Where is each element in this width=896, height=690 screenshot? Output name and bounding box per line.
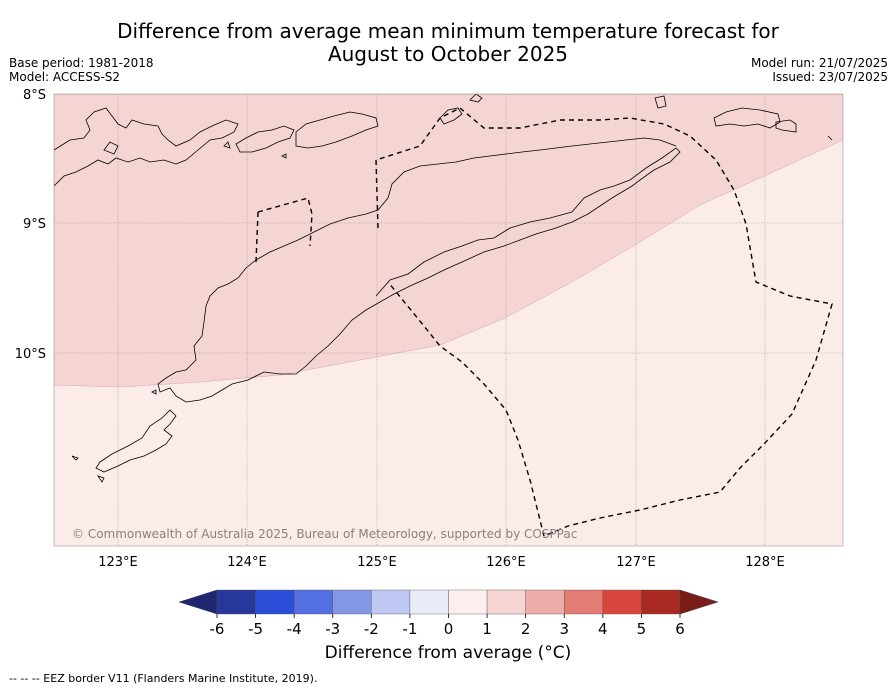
colorbar-tick-label: -5 bbox=[248, 620, 263, 638]
map-panel: © Commonwealth of Australia 2025, Bureau… bbox=[54, 94, 843, 546]
colorbar-cell bbox=[525, 589, 565, 615]
lon-label-124e: 124°E bbox=[227, 555, 267, 570]
colorbar-cell bbox=[486, 589, 526, 615]
colorbar-cell bbox=[602, 589, 642, 615]
colorbar-cell bbox=[293, 589, 333, 615]
colorbar-tick-label: 6 bbox=[675, 620, 685, 638]
colorbar-cell bbox=[371, 589, 411, 615]
colorbar-extend-high bbox=[679, 589, 719, 615]
colorbar-tick-label: -6 bbox=[210, 620, 225, 638]
colorbar-tick-label: 5 bbox=[637, 620, 647, 638]
eez-border bbox=[255, 107, 833, 537]
anomaly-region-high bbox=[54, 94, 843, 388]
colorbar-tick-label: 0 bbox=[444, 620, 454, 638]
colorbar-cell bbox=[216, 589, 256, 615]
colorbar-tick-label: -1 bbox=[402, 620, 417, 638]
chart-title: Difference from average mean minimum tem… bbox=[0, 20, 896, 66]
colorbar-cell bbox=[409, 589, 449, 615]
colorbar-tick-label: -3 bbox=[325, 620, 340, 638]
title-line-2: August to October 2025 bbox=[327, 42, 569, 66]
copyright-text: © Commonwealth of Australia 2025, Bureau… bbox=[72, 527, 577, 541]
colorbar-cell bbox=[448, 589, 488, 615]
lat-label-10s: 10°S bbox=[15, 347, 46, 362]
lat-label-8s: 8°S bbox=[23, 88, 46, 103]
base-period-text: Base period: 1981-2018 bbox=[9, 56, 154, 70]
lon-label-123e: 123°E bbox=[98, 555, 138, 570]
colorbar-tick-label: 2 bbox=[521, 620, 531, 638]
lon-label-126e: 126°E bbox=[486, 555, 526, 570]
eez-footnote: -- -- -- EEZ border V11 (Flanders Marine… bbox=[9, 672, 318, 685]
colorbar-cell bbox=[255, 589, 295, 615]
model-run-text: Model run: 21/07/2025 bbox=[750, 56, 888, 70]
lon-label-127e: 127°E bbox=[616, 555, 656, 570]
colorbar: -6 -5 -4 -3 -2 -1 0 1 2 3 4 5 6 bbox=[178, 589, 719, 638]
colorbar-tick-label: 1 bbox=[482, 620, 492, 638]
model-text: Model: ACCESS-S2 bbox=[9, 70, 121, 84]
colorbar-cell bbox=[641, 589, 681, 615]
colorbar-cell bbox=[332, 589, 372, 615]
colorbar-extend-low bbox=[178, 589, 218, 615]
map-frame bbox=[53, 93, 844, 547]
lat-label-9s: 9°S bbox=[23, 217, 46, 232]
colorbar-tick-label: 4 bbox=[598, 620, 608, 638]
lon-label-128e: 128°E bbox=[745, 555, 785, 570]
colorbar-cell bbox=[564, 589, 604, 615]
colorbar-tick-label: 3 bbox=[559, 620, 569, 638]
title-line-1: Difference from average mean minimum tem… bbox=[117, 19, 779, 43]
colorbar-tick-label: -4 bbox=[287, 620, 302, 638]
graticule bbox=[54, 94, 843, 546]
issued-text: Issued: 23/07/2025 bbox=[772, 70, 888, 84]
lon-label-125e: 125°E bbox=[357, 555, 397, 570]
coastlines bbox=[54, 94, 833, 483]
colorbar-label: Difference from average (°C) bbox=[324, 643, 572, 663]
colorbar-tick-label: -2 bbox=[364, 620, 379, 638]
